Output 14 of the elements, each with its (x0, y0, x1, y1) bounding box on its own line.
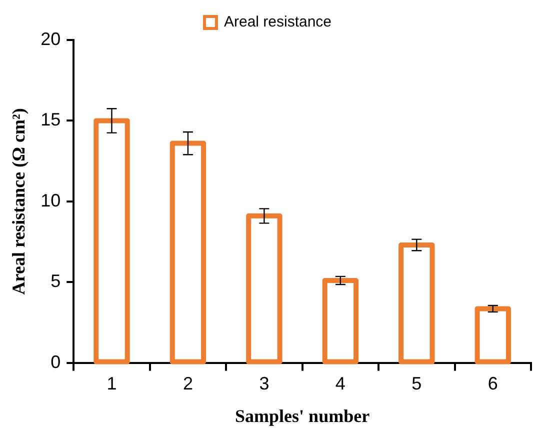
legend-label: Areal resistance (224, 14, 332, 31)
x-tick-label: 3 (259, 374, 270, 394)
x-tick-label: 4 (335, 374, 346, 394)
y-tick-label: 15 (40, 110, 61, 130)
x-tick-label: 6 (488, 374, 498, 394)
y-tick-label: 5 (50, 271, 61, 292)
y-tick-label: 20 (40, 28, 61, 49)
x-tick-label: 2 (182, 374, 193, 394)
x-tick-label: 5 (412, 374, 422, 394)
y-tick-label: 0 (50, 352, 61, 372)
y-axis-title: Areal resistance (Ω cm²) (8, 108, 28, 295)
y-tick-label: 10 (40, 190, 61, 210)
x-tick-label: 1 (106, 374, 117, 394)
x-axis-title: Samples' number (235, 406, 370, 426)
